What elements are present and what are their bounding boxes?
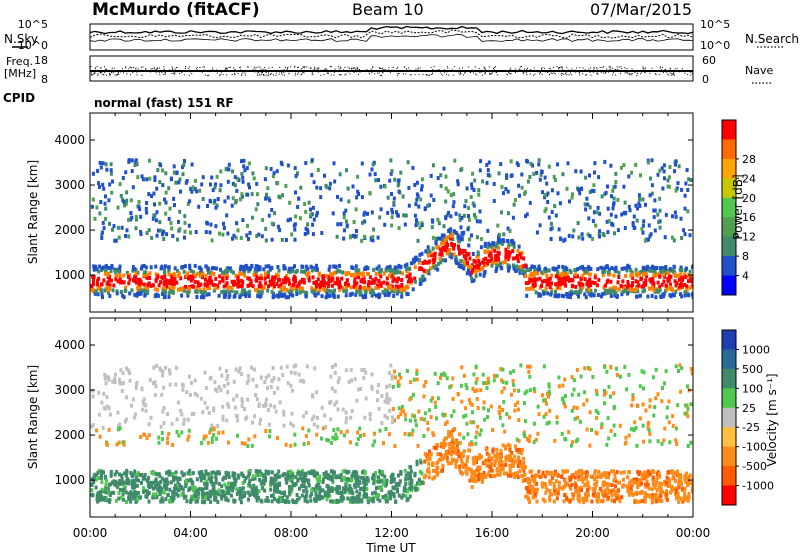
freq-unit: [MHz] bbox=[4, 67, 36, 80]
nsearch-tick-low: 10^0 bbox=[700, 39, 730, 52]
x-tick-label: 00:00 bbox=[73, 526, 108, 540]
freq-label: Freq. bbox=[6, 55, 33, 68]
cpid-label: CPID bbox=[3, 91, 35, 105]
nave-tick-high: 60 bbox=[702, 54, 716, 67]
power-colorbar-swatch bbox=[722, 217, 736, 238]
station-title: McMurdo (fitACF) bbox=[92, 0, 260, 20]
velocity-colorbar-swatch bbox=[722, 466, 736, 487]
power-colorbar-swatch bbox=[722, 178, 736, 199]
velocity-colorbar: 1000 500 100 25 -25 -100 -500 -1000 bbox=[721, 329, 774, 506]
velocity-colorbar-swatch bbox=[722, 446, 736, 467]
nsky-tick-high: 10^5 bbox=[18, 18, 48, 31]
power-colorbar-tick: 4 bbox=[742, 270, 749, 283]
power-ylabel: Slant Range [km] bbox=[26, 160, 40, 264]
power-colorbar-label: Power [dB] bbox=[731, 174, 745, 239]
power-colorbar-tick: 24 bbox=[742, 172, 756, 185]
velocity-colorbar-swatch bbox=[722, 427, 736, 448]
power-colorbar-tick: 12 bbox=[742, 231, 756, 244]
power-colorbar-swatch bbox=[722, 256, 736, 277]
velocity-colorbar-tick: 100 bbox=[742, 382, 763, 395]
power-colorbar-tick: 20 bbox=[742, 192, 756, 205]
nave-label: Nave bbox=[745, 64, 773, 77]
power-colorbar-tick: 16 bbox=[742, 211, 756, 224]
velocity-colorbar-tick: 500 bbox=[742, 363, 763, 376]
velocity-colorbar-tick: 25 bbox=[742, 402, 756, 415]
freq-tick-high: 18 bbox=[34, 54, 48, 67]
velocity-ytick: 4000 bbox=[54, 338, 85, 352]
x-axis-label: Time UT bbox=[365, 541, 416, 554]
x-tick-label: 04:00 bbox=[173, 526, 208, 540]
velocity-ytick: 1000 bbox=[54, 473, 85, 487]
velocity-ylabel: Slant Range [km] bbox=[26, 365, 40, 469]
velocity-colorbar-tick: -500 bbox=[742, 460, 767, 473]
power-ytick: 4000 bbox=[54, 133, 85, 147]
power-colorbar-swatch bbox=[722, 139, 736, 160]
power-colorbar-swatch bbox=[722, 275, 736, 296]
velocity-colorbar-tick: -100 bbox=[742, 441, 767, 454]
power-colorbar-swatch bbox=[722, 197, 736, 218]
noise-panel: 10^5 10^0 10^5 10^0 N.Sky N.Search bbox=[4, 18, 799, 52]
x-tick-label: 00:00 bbox=[676, 526, 711, 540]
freq-tick-low: 8 bbox=[41, 73, 48, 86]
power-colorbar: 4 8 12 16 20 24 28 bbox=[721, 119, 756, 296]
velocity-colorbar-swatch bbox=[722, 330, 736, 350]
velocity-colorbar-tick: -25 bbox=[742, 421, 760, 434]
velocity-colorbar-swatch bbox=[722, 388, 736, 409]
power-colorbar-swatch bbox=[722, 236, 736, 257]
power-colorbar-swatch bbox=[722, 120, 736, 140]
nave-tick-low: 0 bbox=[702, 73, 709, 86]
nsky-tick-low: 10^0 bbox=[18, 39, 48, 52]
velocity-colorbar-swatch bbox=[722, 368, 736, 389]
velocity-colorbar-swatch bbox=[722, 485, 736, 506]
velocity-panel: 1000 2000 3000 4000 Slant Range [km] 1000 50… bbox=[26, 317, 779, 554]
velocity-colorbar-tick: -1000 bbox=[742, 480, 774, 493]
date-label: 07/Mar/2015 bbox=[590, 0, 692, 19]
x-tick-label: 08:00 bbox=[274, 526, 309, 540]
beam-label: Beam 10 bbox=[352, 0, 424, 19]
x-tick-label: 16:00 bbox=[475, 526, 510, 540]
nsearch-tick-high: 10^5 bbox=[700, 18, 730, 31]
freq-panel: 18 8 60 0 Freq. [MHz] Nave bbox=[4, 54, 773, 86]
velocity-colorbar-swatch bbox=[722, 349, 736, 370]
power-ytick: 1000 bbox=[54, 268, 85, 282]
power-panel: 1000 2000 3000 4000 Slant Range [km] 4 8 12 16… bbox=[26, 112, 756, 313]
velocity-ytick: 2000 bbox=[54, 428, 85, 442]
power-colorbar-swatch bbox=[722, 158, 736, 179]
velocity-ytick: 3000 bbox=[54, 383, 85, 397]
cpid-text: normal (fast) 151 RF bbox=[94, 96, 234, 110]
velocity-colorbar-label: Velocity [m s⁻¹] bbox=[765, 373, 779, 466]
nsky-label: N.Sky bbox=[4, 32, 38, 46]
power-colorbar-tick: 28 bbox=[742, 153, 756, 166]
x-tick-label: 20:00 bbox=[575, 526, 610, 540]
nsearch-label: N.Search bbox=[745, 32, 799, 46]
power-ytick: 3000 bbox=[54, 178, 85, 192]
power-ytick: 2000 bbox=[54, 223, 85, 237]
velocity-colorbar-swatch bbox=[722, 407, 736, 428]
x-tick-label: 12:00 bbox=[374, 526, 409, 540]
velocity-colorbar-tick: 1000 bbox=[742, 343, 770, 356]
power-colorbar-tick: 8 bbox=[742, 250, 749, 263]
